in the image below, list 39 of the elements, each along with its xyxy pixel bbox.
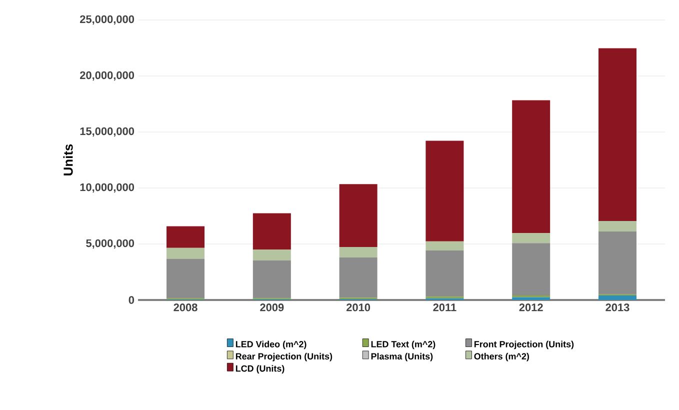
bar [512,100,550,234]
x-tick-label: 2010 [346,304,370,312]
bar [512,243,550,296]
y-axis-title: Units [63,144,73,176]
x-tick-label: 2013 [606,304,630,312]
bar [339,257,378,298]
bar [598,221,636,232]
y-tick-label: 25,000,000 [80,15,134,25]
bar [166,248,205,259]
x-tick-label: 2009 [260,304,284,312]
bar [426,250,464,297]
bar [339,247,378,258]
y-tick-label: 10,000,000 [80,183,134,193]
bar [598,231,636,294]
legend-label: LCD (Units) [236,365,284,374]
y-tick-label: 5,000,000 [86,239,134,249]
legend-label: Others (m^2) [474,352,529,362]
legend-label: Front Projection (Units) [474,340,574,350]
x-tick-label: 2012 [519,304,543,312]
bar [252,213,291,250]
legend-label: LED Text (m^2) [371,340,436,350]
bar [512,233,550,244]
x-tick-label: 2011 [433,304,456,312]
bar [252,250,291,260]
legend-label: LED Video (m^2) [236,340,306,350]
bar [252,260,291,298]
x-tick-label: 2008 [174,304,198,312]
y-tick-label: 0 [128,296,134,304]
bar [598,48,636,222]
bar [598,296,636,300]
legend-label: Plasma (Units) [371,352,433,362]
bar [339,184,378,248]
legend-label: Rear Projection (Units) [236,352,332,362]
y-tick-label: 20,000,000 [80,71,134,81]
y-tick-label: 15,000,000 [80,127,134,137]
bar [166,226,205,248]
bar [426,140,464,242]
bar [512,297,550,300]
bar [426,241,464,250]
